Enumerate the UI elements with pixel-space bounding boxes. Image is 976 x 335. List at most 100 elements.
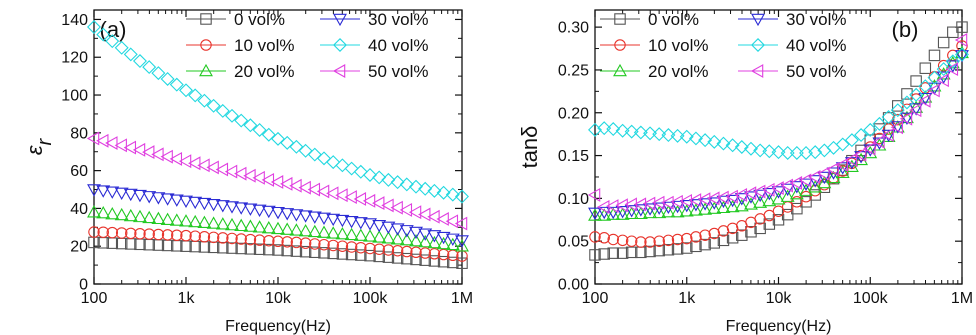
panel-b-series-4-point bbox=[899, 95, 914, 110]
panel-a-series-1-point bbox=[437, 248, 450, 261]
panel-a-series-4-point bbox=[151, 66, 166, 81]
panel-b-series-3-point bbox=[780, 183, 795, 197]
panel-a-series-2-point bbox=[87, 205, 101, 218]
panel-a-series-1-point bbox=[281, 236, 293, 248]
panel-a-series-2-point bbox=[215, 217, 230, 230]
panel-a-y-axis-label: εr bbox=[22, 138, 56, 156]
panel-a-series-1-point bbox=[125, 227, 137, 240]
panel-b-series-3-point bbox=[955, 50, 969, 63]
panel-a-series-4-point bbox=[381, 172, 396, 187]
panel-a-series-0-point bbox=[382, 251, 395, 263]
panel-b-series-2-point bbox=[725, 199, 740, 213]
panel-a-series-5-point bbox=[381, 198, 394, 213]
panel-b-series-3-point bbox=[606, 206, 621, 220]
panel-a-series-3-point bbox=[169, 194, 184, 207]
panel-a-series-3-point bbox=[271, 206, 285, 220]
panel-b-series-4-point bbox=[872, 116, 887, 131]
panel-b-series-3-point bbox=[744, 191, 758, 204]
panel-a-series-2-point bbox=[418, 234, 433, 248]
panel-a-series-4-point bbox=[132, 54, 147, 68]
panel-a-series-4-point bbox=[298, 143, 313, 158]
panel-a-series-3-point bbox=[179, 195, 193, 208]
panel-b-series-4-point bbox=[927, 70, 942, 85]
panel-a-series-4-point bbox=[280, 135, 295, 150]
panel-b-series-5-point bbox=[624, 197, 637, 212]
panel-a-series-1-point bbox=[290, 236, 303, 249]
panel-b-y-axis: 0.00 0.05 0.10 0.15 0.20 0.25 0.30 bbox=[558, 20, 962, 294]
panel-b-series-5-point bbox=[899, 111, 913, 126]
panel-a-series-2 bbox=[87, 205, 469, 252]
panel-b-legend-label: 20 vol% bbox=[648, 62, 708, 81]
panel-b-series-0-point bbox=[928, 49, 941, 62]
panel-a-series-3-point bbox=[418, 228, 433, 241]
panel-a-series-3-point bbox=[399, 225, 414, 238]
panel-a-series-5-point bbox=[188, 156, 201, 171]
panel-b-series-2-point bbox=[661, 204, 676, 218]
panel-b-chart: 100 1k 10k 100k 1M0.000.050.100.150.200.250.… bbox=[517, 9, 973, 335]
panel-a-x-tick-label: 100 bbox=[81, 290, 108, 307]
panel-a-x-tick-label: 1k bbox=[178, 290, 196, 307]
panel-b-series-4-point bbox=[661, 128, 676, 142]
panel-b-series-4-point bbox=[597, 121, 612, 136]
panel-a-series-0-point bbox=[336, 248, 349, 260]
panel-a-series-3-point bbox=[445, 233, 460, 246]
panel-a-legend-item: 50 vol% bbox=[320, 62, 428, 81]
panel-a-series-1-point bbox=[198, 231, 211, 243]
panel-b-series-0-point bbox=[680, 242, 693, 254]
panel-a-legend-item: 0 vol% bbox=[186, 10, 285, 29]
panel-a-series-1-point bbox=[180, 229, 192, 242]
panel-a-y-axis-label-sub: r bbox=[34, 138, 56, 146]
panel-a-series-5-point bbox=[96, 133, 109, 148]
panel-a-series-5-point bbox=[123, 140, 137, 155]
panel-b-series-4-point bbox=[743, 141, 758, 156]
panel-a-series-4-point bbox=[188, 88, 203, 103]
panel-b-series-1-point bbox=[800, 190, 812, 203]
panel-b-series-2-point bbox=[918, 90, 933, 103]
panel-b-legend-label: 40 vol% bbox=[786, 36, 846, 55]
panel-a-legend-label: 30 vol% bbox=[368, 10, 428, 29]
panel-a-series-1-point bbox=[345, 241, 358, 253]
panel-b-series-5-point bbox=[789, 176, 803, 190]
panel-b-series-3-point bbox=[597, 206, 612, 220]
panel-a-x-axis-label: Frequency(Hz) bbox=[225, 318, 331, 335]
panel-a-series-0-point bbox=[281, 244, 293, 257]
panel-b-series-5-point bbox=[753, 184, 766, 199]
panel-b-series-4-point bbox=[652, 127, 667, 142]
panel-a-series-4-point bbox=[427, 183, 442, 198]
panel-b-series-5-point bbox=[798, 173, 812, 188]
panel-b-x-tick-label: 100k bbox=[853, 290, 889, 307]
panel-a-x-axis: 100 1k 10k 100k 1M bbox=[81, 10, 473, 307]
panel-b-series-0-point bbox=[644, 245, 656, 258]
panel-a-series-5-point bbox=[160, 149, 173, 164]
panel-b-series-0-point bbox=[607, 247, 619, 259]
panel-b-series-2-point bbox=[652, 205, 667, 219]
panel-a-series-2-point bbox=[133, 209, 147, 223]
panel-a-chart: 100 1k 10k 100k 1M 0 20 40 60 80 100 120 140 Frequenc… bbox=[22, 9, 473, 335]
panel-b-series-4-point bbox=[771, 145, 786, 160]
panel-b-y-tick-label: 0.10 bbox=[558, 191, 589, 208]
panel-b-series-3-point bbox=[615, 205, 630, 219]
panel-a-series-1-point bbox=[373, 243, 385, 255]
panel-b-series-4-point bbox=[698, 133, 713, 148]
panel-a-series-5-point bbox=[243, 168, 256, 183]
panel-b-legend-item: 20 vol% bbox=[600, 62, 708, 81]
panel-a-series-0-point bbox=[410, 253, 422, 266]
panel-b-series-2-point bbox=[679, 204, 694, 217]
panel-a-legend-marker bbox=[332, 64, 346, 78]
panel-a-series-5-point bbox=[307, 182, 321, 197]
panel-a-series-1 bbox=[88, 226, 468, 262]
panel-b-series-1 bbox=[589, 40, 968, 248]
panel-b-legend: 0 vol% 10 vol% 20 vol% 30 vol% 40 vol% 50 vol… bbox=[600, 10, 846, 81]
panel-a-series-0-point bbox=[299, 245, 312, 258]
panel-b-series-4-point bbox=[707, 134, 722, 149]
panel-b-series-3-point bbox=[624, 205, 639, 218]
panel-b-series-0-point bbox=[800, 196, 812, 208]
panel-b-series-4-point bbox=[716, 136, 731, 151]
panel-a-panel-label: (a) bbox=[100, 17, 127, 42]
panel-b-series-4-point bbox=[789, 146, 804, 160]
panel-b-legend-marker bbox=[614, 13, 626, 25]
panel-a-series-5-point bbox=[454, 216, 468, 231]
panel-a-series-4-point bbox=[317, 151, 331, 166]
panel-a-series-4-point bbox=[179, 83, 193, 98]
panel-a-series-1-point bbox=[189, 230, 201, 242]
